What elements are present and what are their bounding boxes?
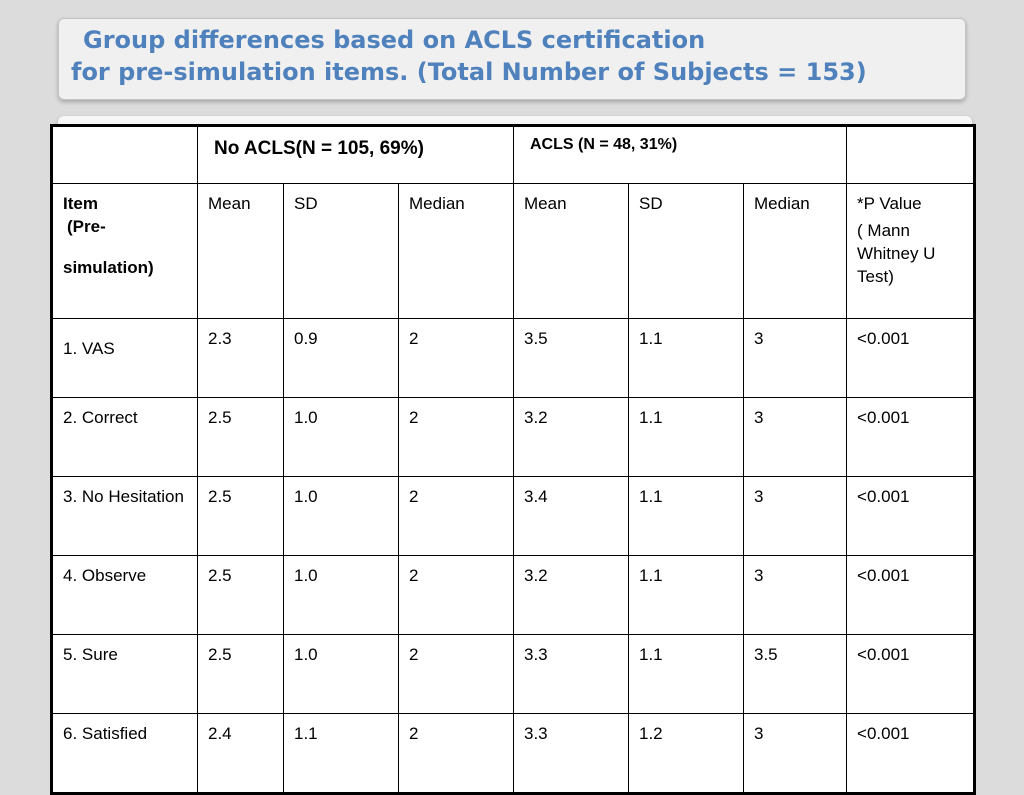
mean-no-acls-cell: 2.3 <box>197 318 284 398</box>
title-box: Group differences based on ACLS certific… <box>58 18 966 100</box>
sd-acls-cell: 1.1 <box>628 318 744 398</box>
sd-acls-cell: 1.1 <box>628 555 744 635</box>
item-cell: 6. Satisfied <box>51 713 198 794</box>
empty-corner-cell <box>51 125 198 184</box>
table-row: 2. Correct 2.5 1.0 2 3.2 1.1 3 <0.001 <box>51 397 976 477</box>
median-no-acls-cell: 2 <box>398 634 514 714</box>
median-no-acls-cell: 2 <box>398 476 514 556</box>
median-header-no-acls: Median <box>398 183 514 319</box>
sd-no-acls-cell: 0.9 <box>283 318 399 398</box>
item-cell: 4. Observe <box>51 555 198 635</box>
p-value-cell: <0.001 <box>846 555 976 635</box>
item-cell: 5. Sure <box>51 634 198 714</box>
mean-no-acls-cell: 2.5 <box>197 397 284 477</box>
item-label: 1. VAS <box>63 339 115 358</box>
sd-no-acls-cell: 1.1 <box>283 713 399 794</box>
sd-no-acls-cell: 1.0 <box>283 634 399 714</box>
item-column-header: Item (Pre- simulation) <box>51 183 198 319</box>
sd-acls-cell: 1.1 <box>628 397 744 477</box>
item-cell: 1. VAS <box>51 318 198 398</box>
mean-header-acls: Mean <box>513 183 629 319</box>
p-value-header: *P Value ( Mann Whitney U Test) <box>846 183 976 319</box>
p-value-header-line-1: *P Value <box>857 194 922 213</box>
table-row: 5. Sure 2.5 1.0 2 3.3 1.1 3.5 <0.001 <box>51 634 976 714</box>
median-no-acls-cell: 2 <box>398 397 514 477</box>
p-value-header-line-2: ( Mann Whitney U Test) <box>857 221 936 286</box>
mean-acls-cell: 3.4 <box>513 476 629 556</box>
median-no-acls-cell: 2 <box>398 555 514 635</box>
p-value-cell: <0.001 <box>846 713 976 794</box>
sd-header-acls: SD <box>628 183 744 319</box>
median-no-acls-cell: 2 <box>398 318 514 398</box>
mean-acls-cell: 3.3 <box>513 634 629 714</box>
mean-no-acls-cell: 2.5 <box>197 634 284 714</box>
sd-no-acls-cell: 1.0 <box>283 555 399 635</box>
mean-acls-cell: 3.2 <box>513 397 629 477</box>
table-row: 4. Observe 2.5 1.0 2 3.2 1.1 3 <0.001 <box>51 555 976 635</box>
table-row: 1. VAS 2.3 0.9 2 3.5 1.1 3 <0.001 <box>51 318 976 398</box>
mean-no-acls-cell: 2.5 <box>197 476 284 556</box>
group-header-row: No ACLS(N = 105, 69%) ACLS (N = 48, 31%) <box>51 125 976 184</box>
p-value-cell: <0.001 <box>846 476 976 556</box>
empty-pvalue-group-cell <box>846 125 976 184</box>
item-cell: 2. Correct <box>51 397 198 477</box>
table-row: 6. Satisfied 2.4 1.1 2 3.3 1.2 3 <0.001 <box>51 713 976 794</box>
mean-acls-cell: 3.5 <box>513 318 629 398</box>
median-acls-cell: 3 <box>742 555 848 635</box>
sd-acls-cell: 1.1 <box>628 634 744 714</box>
p-value-cell: <0.001 <box>846 634 976 714</box>
item-header-line-3: simulation) <box>63 258 154 277</box>
mean-header-no-acls: Mean <box>197 183 284 319</box>
item-header-line-2: (Pre- <box>67 217 106 236</box>
column-header-row: Item (Pre- simulation) Mean SD Median Me… <box>51 183 976 319</box>
median-no-acls-cell: 2 <box>398 713 514 794</box>
sd-header-no-acls: SD <box>283 183 399 319</box>
median-acls-cell: 3 <box>742 397 848 477</box>
mean-acls-cell: 3.2 <box>513 555 629 635</box>
mean-acls-cell: 3.3 <box>513 713 629 794</box>
sd-acls-cell: 1.2 <box>628 713 744 794</box>
p-value-cell: <0.001 <box>846 397 976 477</box>
results-table: No ACLS(N = 105, 69%) ACLS (N = 48, 31%)… <box>50 124 977 795</box>
group-no-acls: No ACLS(N = 105, 69%) <box>197 125 514 184</box>
sd-no-acls-cell: 1.0 <box>283 476 399 556</box>
mean-no-acls-cell: 2.5 <box>197 555 284 635</box>
p-value-cell: <0.001 <box>846 318 976 398</box>
mean-no-acls-cell: 2.4 <box>197 713 284 794</box>
slide-title-line-1: Group differences based on ACLS certific… <box>83 26 706 54</box>
median-header-acls: Median <box>742 183 848 319</box>
sd-no-acls-cell: 1.0 <box>283 397 399 477</box>
item-header-line-1: Item <box>63 194 98 213</box>
table-row: 3. No Hesitation 2.5 1.0 2 3.4 1.1 3 <0.… <box>51 476 976 556</box>
median-acls-cell: 3 <box>742 713 848 794</box>
slide-title-line-2: for pre-simulation items. (Total Number … <box>71 58 867 86</box>
median-acls-cell: 3.5 <box>742 634 848 714</box>
sd-acls-cell: 1.1 <box>628 476 744 556</box>
item-cell: 3. No Hesitation <box>51 476 198 556</box>
median-acls-cell: 3 <box>742 318 848 398</box>
median-acls-cell: 3 <box>742 476 848 556</box>
group-acls: ACLS (N = 48, 31%) <box>512 125 848 184</box>
